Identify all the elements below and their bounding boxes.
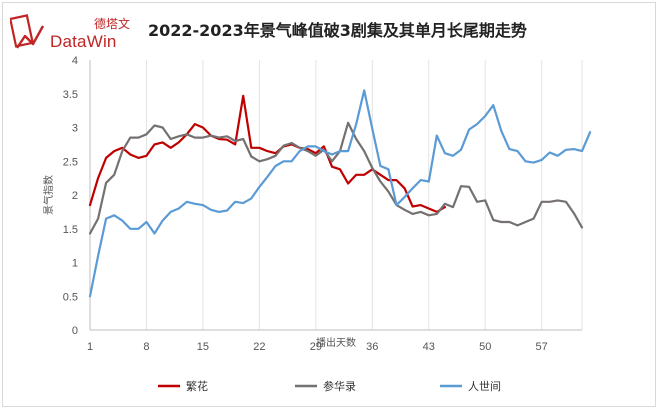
x-tick-label: 1 (87, 341, 93, 353)
series-line-3 (88, 89, 592, 298)
x-tick-label: 22 (253, 341, 265, 353)
legend-label-2: 参华录 (323, 379, 356, 393)
y-tick-label: 3.5 (63, 89, 78, 101)
legend-label-1: 繁花 (186, 379, 208, 393)
y-axis-title: 景气指数 (42, 175, 55, 215)
y-tick-label: 2.5 (63, 156, 78, 168)
x-tick-label: 36 (366, 341, 378, 353)
x-tick-label: 29 (310, 341, 322, 353)
x-axis-title: 播出天数 (316, 336, 356, 349)
x-tick-label: 57 (536, 341, 548, 353)
legend-label-3: 人世间 (468, 380, 501, 393)
datawin-logo-mark-icon (10, 14, 45, 49)
y-tick-label: 1 (72, 258, 78, 270)
y-tick-label: 2 (72, 190, 78, 202)
x-tick-label: 50 (479, 341, 491, 353)
y-tick-label: 4 (72, 55, 78, 67)
y-tick-label: 0 (72, 325, 78, 337)
chart-title: 2022-2023年景气峰值破3剧集及其单月长尾期走势 (148, 21, 527, 40)
x-tick-label: 8 (143, 341, 149, 353)
y-tick-label: 3 (72, 123, 78, 135)
y-tick-label: 1.5 (63, 224, 78, 236)
chart-frame (2, 2, 656, 407)
x-tick-label: 15 (197, 341, 209, 353)
datawin-logo: 德塔文 DataWin (10, 14, 140, 54)
series-line-1 (88, 94, 446, 213)
x-tick-label: 43 (423, 341, 435, 353)
y-tick-label: 0.5 (63, 291, 78, 303)
logo-cn-text: 德塔文 (94, 17, 131, 31)
series-line-2 (88, 121, 584, 235)
logo-en-text: DataWin (50, 32, 117, 51)
